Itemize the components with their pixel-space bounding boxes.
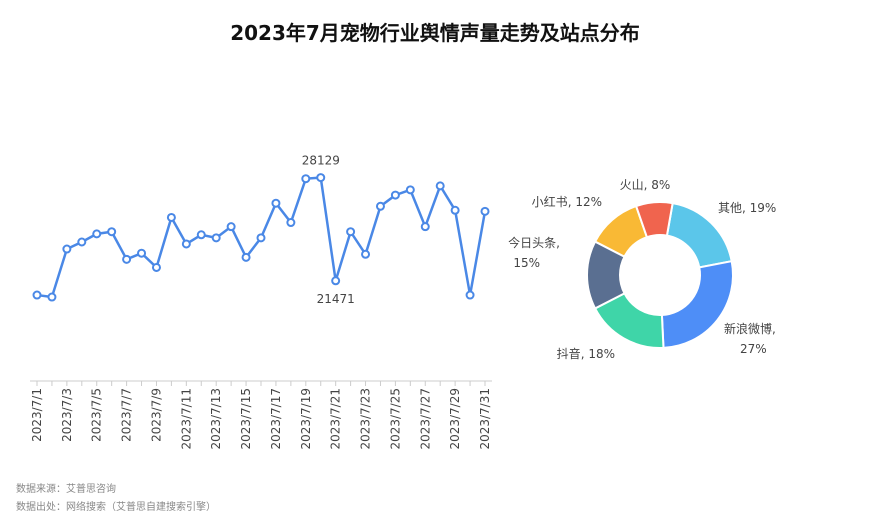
point: [122, 254, 132, 264]
x-tick-label: 2023/7/7: [120, 388, 134, 442]
point: [256, 233, 266, 243]
point: [92, 229, 102, 239]
slice-label: 小红书, 12%: [532, 194, 602, 209]
slice-value: 27%: [740, 342, 767, 356]
x-tick-label: 2023/7/23: [359, 388, 373, 450]
point: [390, 190, 400, 200]
slice-label: 新浪微博, 27%: [724, 321, 776, 356]
separator: ,: [556, 236, 560, 250]
slice-label: 其他, 19%: [718, 201, 776, 215]
slice-value: 8%: [651, 178, 670, 192]
separator: ,: [742, 201, 750, 215]
point: [286, 218, 296, 228]
x-tick-label: 2023/7/11: [179, 388, 193, 450]
source: 数据来源：艾普思咨询: [16, 482, 116, 495]
point: [405, 185, 415, 195]
point: [47, 292, 57, 302]
slice-value: 19%: [750, 201, 777, 215]
x-tick-label: 2023/7/27: [418, 388, 432, 450]
slice-name: 抖音: [557, 346, 581, 361]
x-tick-label: 2023/7/1: [30, 388, 44, 442]
point: [137, 248, 147, 258]
point: [151, 262, 161, 272]
point: [361, 249, 371, 259]
x-tick-label: 2023/7/31: [478, 388, 492, 450]
x-tick-label: 2023/7/9: [149, 388, 163, 442]
point: [107, 227, 117, 237]
separator: ,: [581, 347, 589, 361]
point: [480, 206, 490, 216]
separator: ,: [568, 195, 576, 209]
x-tick-label: 2023/7/15: [239, 388, 253, 450]
separator: ,: [772, 322, 776, 336]
separator: ,: [644, 178, 652, 192]
point: [316, 173, 326, 183]
slice-label: 火山, 8%: [620, 178, 671, 192]
slice-value: 12%: [575, 195, 602, 209]
point: [375, 201, 385, 211]
slice-name: 新浪微博: [724, 321, 772, 336]
slice-value: 15%: [513, 256, 540, 270]
slice-label: 抖音, 18%: [557, 346, 615, 361]
x-tick-label: 2023/7/17: [269, 388, 283, 450]
x-tick-label: 2023/7/5: [90, 388, 104, 442]
point: [166, 212, 176, 222]
slice-name: 今日头条: [508, 235, 556, 250]
x-tick-label: 2023/7/19: [299, 388, 313, 450]
slice-name: 火山: [620, 178, 644, 192]
point: [241, 252, 251, 262]
slice-value: 18%: [588, 347, 615, 361]
point: [435, 181, 445, 191]
x-tick-label: 2023/7/21: [329, 388, 343, 450]
point: [32, 290, 42, 300]
origin: 数据出处：网络搜索（艾普思自建搜索引擎）: [16, 500, 216, 513]
point: [450, 205, 460, 215]
point: [346, 227, 356, 237]
point: [211, 233, 221, 243]
slice-name: 其他: [718, 201, 742, 215]
point: [62, 244, 72, 254]
value-label: 21471: [317, 292, 355, 306]
x-tick-label: 2023/7/29: [448, 388, 462, 450]
slice: [634, 201, 674, 239]
point: [301, 174, 311, 184]
point: [465, 290, 475, 300]
point: [181, 239, 191, 249]
slice-label: 今日头条, 15%: [508, 235, 560, 270]
point: [271, 198, 281, 208]
slice-name: 小红书: [532, 194, 568, 209]
slice: [660, 260, 734, 349]
x-tick-label: 2023/7/3: [60, 388, 74, 442]
value-label: 28129: [302, 154, 340, 168]
point: [77, 237, 87, 247]
point: [331, 276, 341, 286]
x-tick-label: 2023/7/25: [388, 388, 402, 450]
title: 2023年7月宠物行业舆情声量走势及站点分布: [230, 21, 640, 45]
point: [420, 222, 430, 232]
point: [196, 230, 206, 240]
x-tick-label: 2023/7/13: [209, 388, 223, 450]
point: [226, 222, 236, 232]
